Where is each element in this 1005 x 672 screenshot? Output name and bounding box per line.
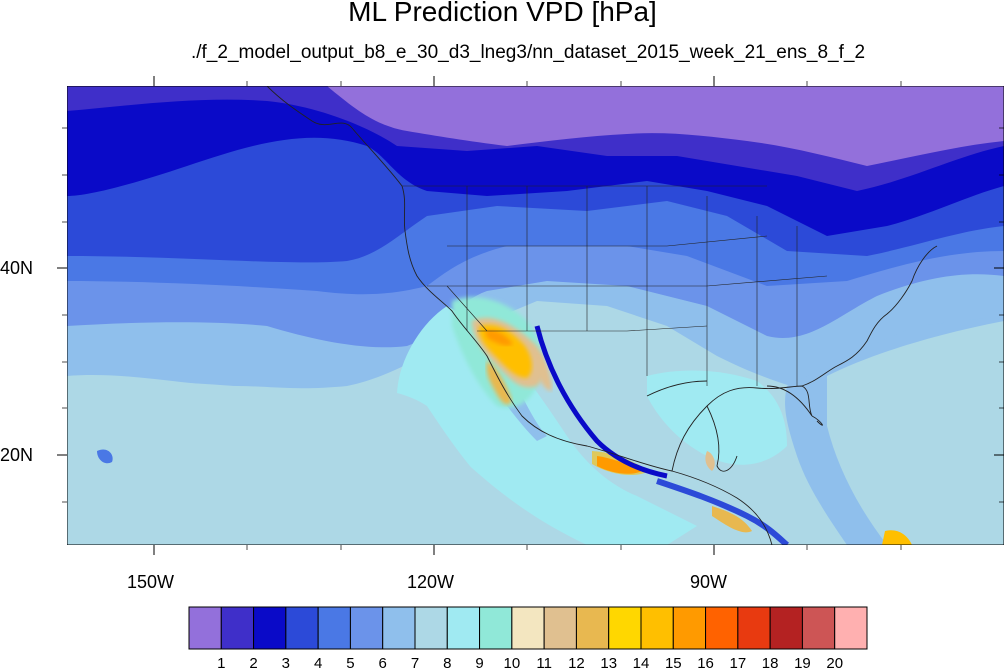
vpd-map [67,86,1004,545]
map-title: ML Prediction VPD [hPa] [348,0,657,27]
vpd-caribbean-warm [882,530,912,545]
colorbar-swatch [220,606,255,650]
colorbar-swatch [705,606,739,650]
vpd-central-am-ridge [656,478,790,545]
lon-label-90w: 90W [690,572,728,592]
colorbar-swatch [446,606,481,650]
colorbar-label: 5 [346,655,355,672]
colorbar-label: 2 [249,655,258,672]
colorbar-swatch [253,606,287,650]
vpd-baja-hot [486,361,512,405]
colorbar-label: 7 [410,655,420,672]
lon-label-120w: 120W [407,572,455,592]
vpd-gulf [647,370,787,465]
vpd-sw-16 [485,329,513,346]
colorbar-label: 1 [217,655,226,672]
colorbar-label: 12 [568,655,585,672]
colorbar-label: 8 [443,655,452,672]
colorbar [188,606,868,650]
vpd-mexico-south-warm [592,451,649,476]
colorbar-label: 14 [632,655,650,672]
colorbar-label: 17 [729,655,747,672]
colorbar-label: 11 [536,655,552,672]
vpd-hawaii [97,449,113,464]
colorbar-swatch [737,606,771,650]
vpd-central-am-hot [712,506,752,533]
colorbar-swatch [769,606,803,650]
colorbar-swatch [317,606,351,650]
vpd-yucatan-warm [705,451,715,471]
coastlines [266,86,938,545]
colorbar-swatch [801,606,836,650]
lat-label-40n: 40N [0,258,34,278]
map-subtitle: ./f_2_model_output_b8_e_30_d3_lneg3/nn_d… [190,42,866,63]
colorbar-label: 10 [503,655,521,672]
colorbar-swatch [511,606,545,650]
vpd-mexico-ridge [534,325,668,479]
colorbar-swatch [188,606,222,650]
colorbar-swatch [479,606,513,650]
colorbar-swatch [382,606,416,650]
colorbar-swatch [640,606,674,650]
colorbar-label: 3 [281,655,291,672]
lat-label-20n: 20N [0,445,34,465]
vpd-sonora-hot [535,351,552,391]
colorbar-swatch [285,606,319,650]
colorbar-label: 9 [475,655,484,672]
colorbar-label: 18 [761,655,779,672]
colorbar-swatch [349,606,384,650]
vpd-pacific-south [67,381,517,545]
colorbar-label: 15 [664,655,682,672]
colorbar-label: 20 [826,655,844,672]
lon-label-150w: 150W [127,572,175,592]
vpd-atlantic [827,321,1004,545]
colorbar-label: 6 [378,655,387,672]
colorbar-label: 19 [794,655,811,672]
colorbar-label: 4 [313,655,323,672]
state-borders [402,185,828,386]
vpd-band-1 [327,86,1004,166]
colorbar-swatch [543,606,577,650]
colorbar-swatch [575,606,610,650]
colorbar-label: 13 [600,655,618,672]
colorbar-label: 16 [697,655,714,672]
colorbar-swatch [608,606,642,650]
colorbar-swatch [834,606,868,650]
colorbar-swatch [414,606,448,650]
colorbar-swatch [672,606,707,650]
